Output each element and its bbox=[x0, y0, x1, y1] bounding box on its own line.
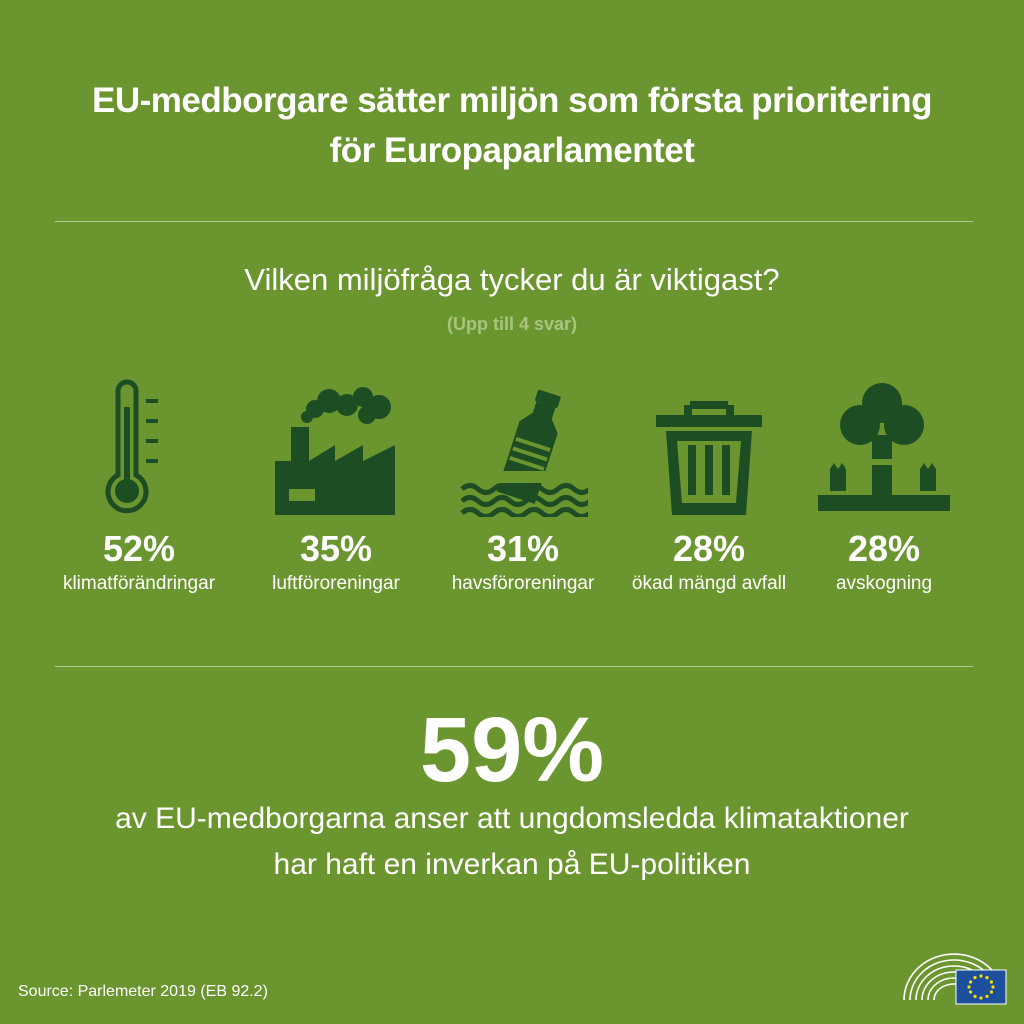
thermometer-icon bbox=[105, 379, 158, 514]
issue-percent: 28% bbox=[672, 528, 746, 569]
source-note: Source: Parlemeter 2019 (EB 92.2) bbox=[18, 983, 268, 1000]
bottle-in-water-icon bbox=[460, 389, 588, 517]
title-line-1: EU-medborgare sätter miljön som första p… bbox=[92, 81, 932, 120]
issue-label: havsföroreningar bbox=[451, 573, 595, 594]
issue-waste: 28% ökad mängd avfall bbox=[614, 372, 804, 597]
highlight-text-line-2: har haft en inverkan på EU-politiken bbox=[273, 848, 751, 881]
issue-air-pollution: 35% luftföroreningar bbox=[241, 372, 431, 597]
issue-climate-change: 52% klimatförändringar bbox=[44, 372, 234, 597]
issue-percent: 35% bbox=[299, 528, 373, 569]
issue-label: klimatförändringar bbox=[62, 573, 216, 594]
tree-stumps-icon bbox=[818, 383, 950, 511]
european-parliament-logo-icon bbox=[900, 950, 1010, 1011]
highlight-text-line-1: av EU-medborgarna anser att ungdomsledda… bbox=[115, 802, 909, 835]
highlight-text: av EU-medborgarna anser att ungdomsledda… bbox=[0, 796, 1024, 888]
trash-bin-icon bbox=[656, 401, 762, 515]
issue-label: ökad mängd avfall bbox=[631, 573, 787, 594]
factory-icon bbox=[275, 387, 395, 515]
divider-top bbox=[55, 221, 973, 222]
highlight-percent: 59% bbox=[419, 699, 605, 801]
page-title: EU-medborgare sätter miljön som första p… bbox=[0, 76, 1024, 176]
issue-marine-pollution: 31% havsföroreningar bbox=[428, 372, 618, 597]
title-line-2: för Europaparlamentet bbox=[329, 131, 695, 170]
issue-deforestation: 28% avskogning bbox=[789, 372, 979, 597]
issue-label: avskogning bbox=[835, 573, 933, 594]
question-note: (Upp till 4 svar) bbox=[446, 314, 578, 334]
issue-label: luftföroreningar bbox=[272, 573, 400, 594]
issue-percent: 52% bbox=[102, 528, 176, 569]
divider-bottom bbox=[55, 666, 973, 667]
issue-percent: 28% bbox=[847, 528, 921, 569]
question-text: Vilken miljöfråga tycker du är viktigast… bbox=[244, 262, 780, 297]
issue-percent: 31% bbox=[486, 528, 560, 569]
